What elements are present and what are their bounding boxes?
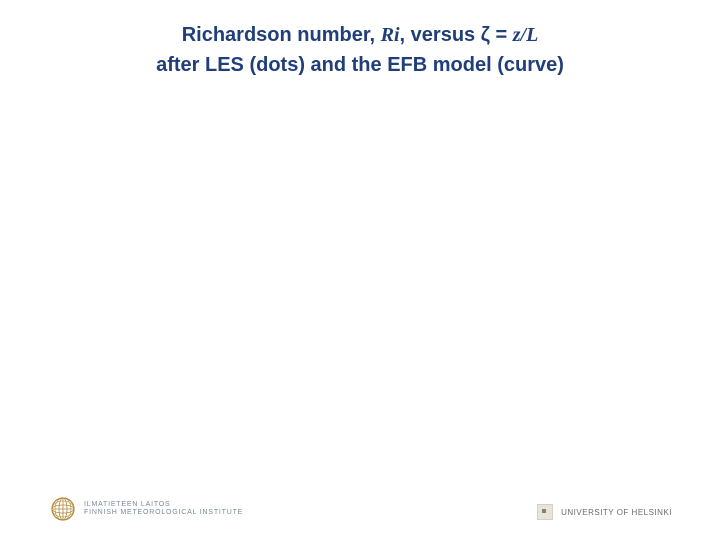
fmi-name-en: FINNISH METEOROLOGICAL INSTITUTE <box>84 509 243 517</box>
title-ri-symbol: Ri <box>381 24 400 46</box>
slide-title: Richardson number, Ri, versus ζ = z/L af… <box>0 20 720 80</box>
helsinki-name: UNIVERSITY OF HELSINKI <box>561 508 672 517</box>
fmi-name-fi: ILMATIETEEN LAITOS <box>84 501 243 509</box>
footer: ILMATIETEEN LAITOS FINNISH METEOROLOGICA… <box>0 482 720 522</box>
title-line-1: Richardson number, Ri, versus ζ = z/L <box>40 20 680 50</box>
title-text: = <box>490 24 513 46</box>
fmi-globe-icon <box>50 496 76 522</box>
title-text: , versus <box>400 24 481 46</box>
fmi-text-block: ILMATIETEEN LAITOS FINNISH METEOROLOGICA… <box>84 501 243 518</box>
fmi-logo: ILMATIETEEN LAITOS FINNISH METEOROLOGICA… <box>50 496 243 522</box>
slide: Richardson number, Ri, versus ζ = z/L af… <box>0 0 720 540</box>
helsinki-mark-icon <box>537 504 553 520</box>
title-zeta-symbol: ζ <box>481 24 490 46</box>
helsinki-mark-dot <box>542 509 546 513</box>
helsinki-logo: UNIVERSITY OF HELSINKI <box>537 504 672 520</box>
title-line-2: after LES (dots) and the EFB model (curv… <box>40 50 680 80</box>
title-text: Richardson number, <box>182 24 381 46</box>
title-zl-symbol: z/L <box>513 24 539 46</box>
